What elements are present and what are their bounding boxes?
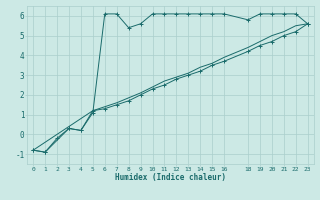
X-axis label: Humidex (Indice chaleur): Humidex (Indice chaleur) <box>115 173 226 182</box>
